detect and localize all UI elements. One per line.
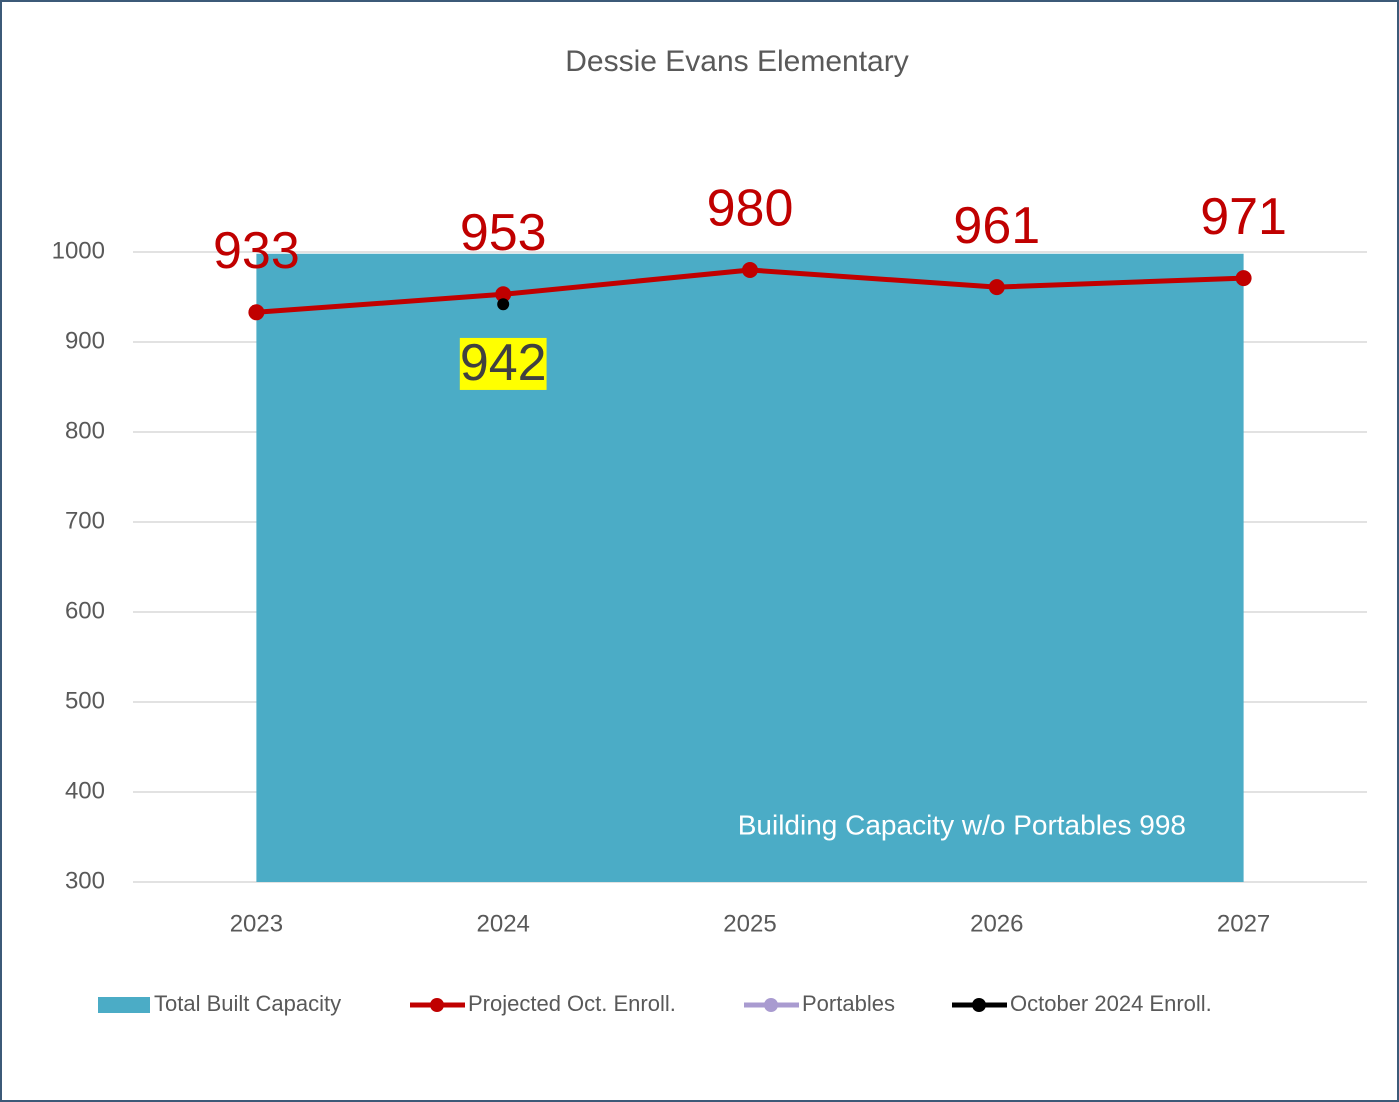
- x-tick-label: 2026: [970, 910, 1023, 937]
- y-tick-label: 800: [65, 417, 105, 444]
- data-label-group: 971: [1200, 188, 1287, 246]
- data-label-group: 980: [707, 180, 794, 238]
- point: [988, 279, 1005, 296]
- area: [256, 253, 1244, 883]
- data-label: 953: [460, 204, 547, 262]
- x-tick-label: 2027: [1217, 910, 1270, 937]
- point: [248, 304, 265, 321]
- y-tick-label: 1000: [52, 237, 105, 264]
- y-tick-label: 300: [65, 867, 105, 894]
- point: [495, 286, 512, 303]
- x-tick-label: 2025: [723, 910, 776, 937]
- data-label: 933: [213, 222, 300, 280]
- annotation: Building Capacity w/o Portables 998: [738, 809, 1186, 840]
- data-label: 942: [460, 334, 547, 392]
- data-label-background: [459, 337, 547, 390]
- legend-swatch: [98, 997, 150, 1013]
- y-tick-label: 900: [65, 327, 105, 354]
- point: [742, 262, 758, 278]
- y-tick-label: 500: [65, 687, 105, 714]
- data-label: 961: [953, 197, 1040, 255]
- point: [1235, 270, 1252, 287]
- data-label-group: 953: [460, 204, 547, 262]
- legend-label: Total Built Capacity: [154, 991, 341, 1016]
- legend-label: October 2024 Enroll.: [1010, 991, 1212, 1016]
- legend-marker: [430, 998, 444, 1012]
- y-tick-label: 700: [65, 507, 105, 534]
- legend-marker: [764, 998, 778, 1012]
- point: [497, 298, 510, 311]
- legend-marker: [972, 998, 986, 1012]
- data-label: 971: [1200, 188, 1287, 246]
- x-tick-label: 2023: [230, 910, 283, 937]
- x-tick-label: 2024: [477, 910, 530, 937]
- y-tick-label: 400: [65, 777, 105, 804]
- data-label-group: 933: [213, 222, 300, 280]
- data-label-group: 961: [953, 197, 1040, 255]
- y-tick-label: 600: [65, 597, 105, 624]
- legend-label: Projected Oct. Enroll.: [468, 991, 676, 1016]
- data-label-group: 942: [459, 334, 547, 392]
- chart-title: Dessie Evans Elementary: [565, 45, 908, 78]
- data-label: 980: [707, 180, 794, 238]
- legend-label: Portables: [802, 991, 895, 1016]
